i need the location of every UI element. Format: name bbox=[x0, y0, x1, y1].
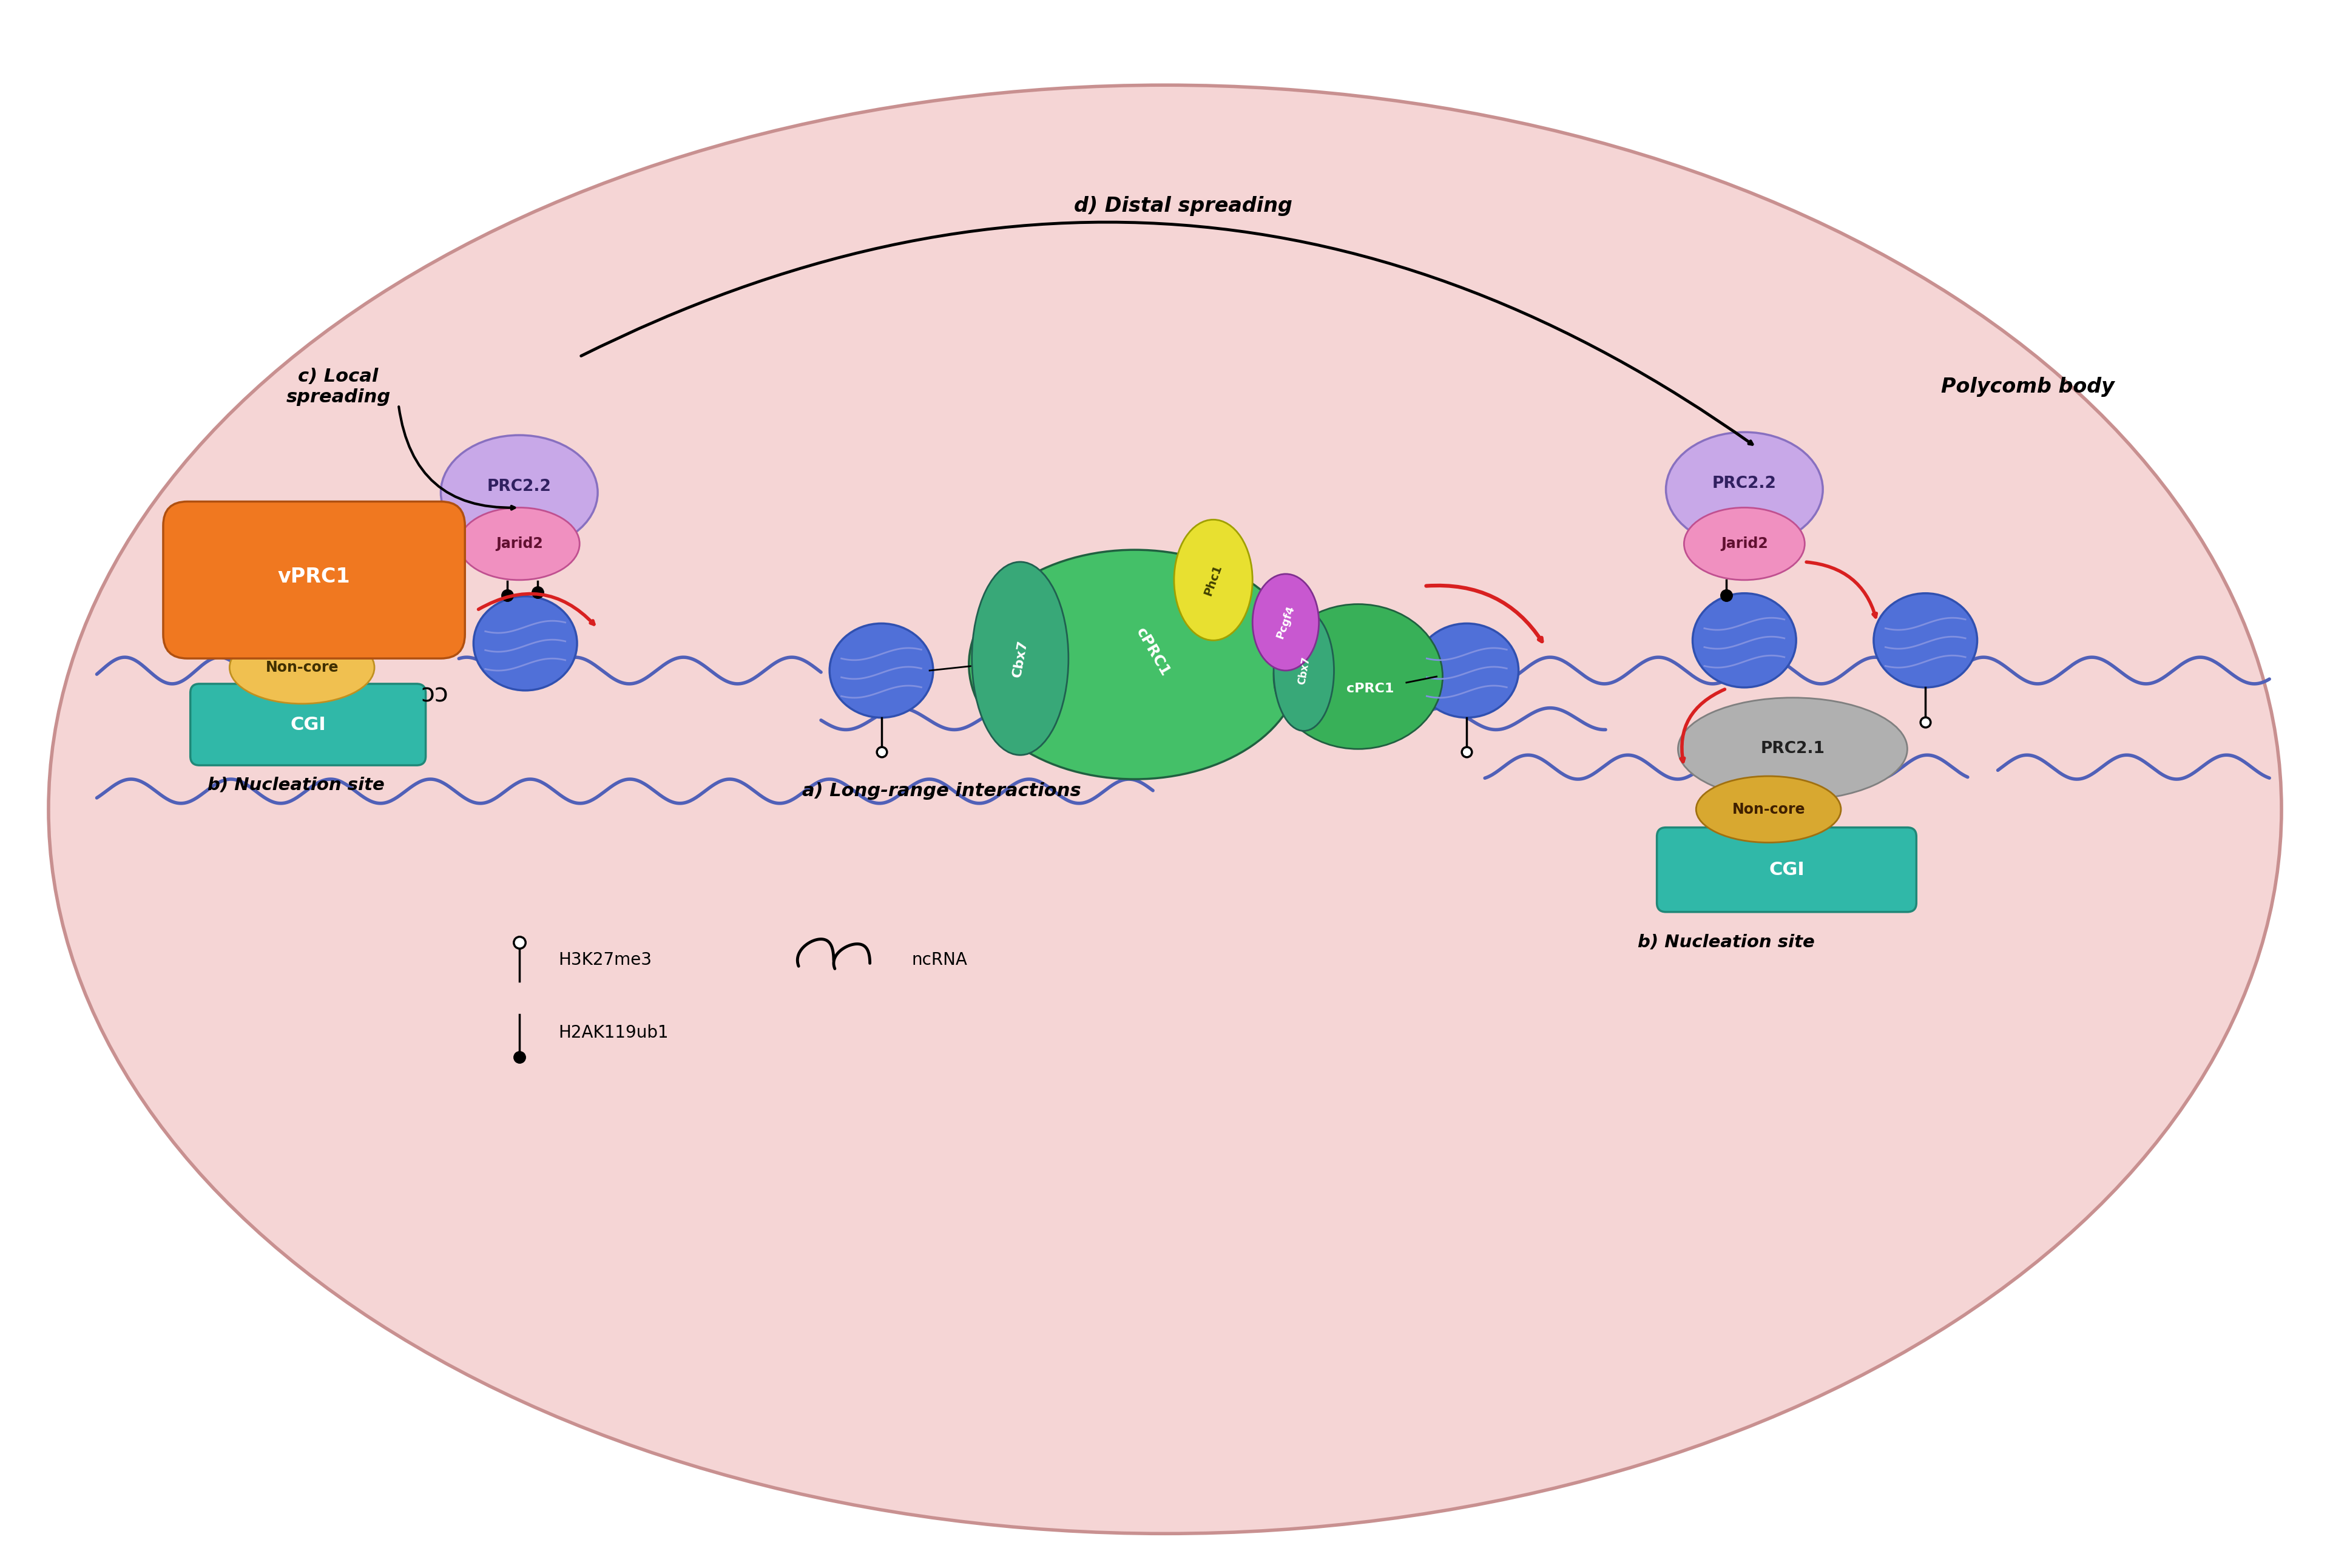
Ellipse shape bbox=[1275, 604, 1442, 750]
Text: PRC2.2: PRC2.2 bbox=[487, 478, 552, 494]
Ellipse shape bbox=[1414, 624, 1519, 718]
Text: Non-core: Non-core bbox=[1731, 803, 1806, 817]
FancyBboxPatch shape bbox=[191, 684, 426, 765]
Text: PRC2.2: PRC2.2 bbox=[1713, 475, 1775, 491]
Ellipse shape bbox=[1873, 593, 1978, 687]
Text: d) Distal spreading: d) Distal spreading bbox=[1074, 196, 1293, 216]
FancyBboxPatch shape bbox=[163, 502, 466, 659]
Text: cPRC1: cPRC1 bbox=[1347, 682, 1393, 695]
Text: ncRNA: ncRNA bbox=[911, 952, 967, 969]
Text: c) Local
spreading: c) Local spreading bbox=[287, 368, 391, 406]
Text: b) Nucleation site: b) Nucleation site bbox=[207, 776, 384, 793]
Ellipse shape bbox=[1254, 574, 1319, 671]
Text: H3K27me3: H3K27me3 bbox=[559, 952, 652, 969]
Text: vPRC1: vPRC1 bbox=[277, 568, 350, 586]
Ellipse shape bbox=[969, 550, 1300, 779]
FancyBboxPatch shape bbox=[1657, 828, 1915, 913]
Text: Cbx7: Cbx7 bbox=[1011, 638, 1030, 677]
Ellipse shape bbox=[49, 85, 2281, 1534]
Text: ↄↄ: ↄↄ bbox=[422, 682, 450, 707]
Text: Jarid2: Jarid2 bbox=[1722, 536, 1768, 550]
Ellipse shape bbox=[1685, 508, 1806, 580]
Text: Phc1: Phc1 bbox=[1202, 563, 1223, 597]
Text: b) Nucleation site: b) Nucleation site bbox=[1638, 933, 1815, 950]
Ellipse shape bbox=[1692, 593, 1796, 687]
Ellipse shape bbox=[1174, 519, 1254, 640]
Ellipse shape bbox=[829, 624, 932, 718]
Text: PRC2.1: PRC2.1 bbox=[1761, 742, 1824, 757]
Ellipse shape bbox=[972, 561, 1069, 756]
Ellipse shape bbox=[1678, 698, 1908, 800]
Text: Non-core: Non-core bbox=[266, 660, 338, 674]
Text: Polycomb body: Polycomb body bbox=[1941, 376, 2116, 397]
Text: cPRC1: cPRC1 bbox=[1132, 626, 1172, 679]
Ellipse shape bbox=[473, 596, 578, 690]
Ellipse shape bbox=[231, 632, 375, 704]
Text: Pcgf4: Pcgf4 bbox=[1275, 604, 1298, 640]
Ellipse shape bbox=[459, 508, 580, 580]
Text: H2AK119ub1: H2AK119ub1 bbox=[559, 1024, 669, 1041]
Text: CGI: CGI bbox=[291, 717, 326, 734]
Ellipse shape bbox=[440, 436, 599, 550]
Ellipse shape bbox=[1696, 776, 1841, 842]
Text: a) Long-range interactions: a) Long-range interactions bbox=[802, 782, 1081, 800]
Text: Jarid2: Jarid2 bbox=[496, 536, 543, 550]
Text: CGI: CGI bbox=[1768, 861, 1803, 878]
Ellipse shape bbox=[1275, 610, 1335, 731]
Ellipse shape bbox=[1666, 433, 1822, 547]
Text: Cbx7: Cbx7 bbox=[1295, 655, 1312, 685]
